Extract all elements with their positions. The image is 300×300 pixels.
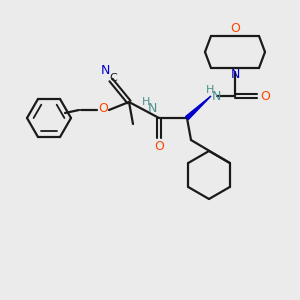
- Text: N: N: [100, 64, 110, 77]
- Text: O: O: [98, 103, 108, 116]
- Text: H: H: [142, 97, 150, 107]
- Text: C: C: [109, 73, 117, 83]
- Text: H: H: [206, 85, 214, 95]
- Text: N: N: [211, 89, 221, 103]
- Text: O: O: [154, 140, 164, 152]
- Text: N: N: [147, 101, 157, 115]
- Text: O: O: [260, 89, 270, 103]
- Polygon shape: [186, 96, 211, 119]
- Text: N: N: [230, 68, 240, 82]
- Text: O: O: [230, 22, 240, 35]
